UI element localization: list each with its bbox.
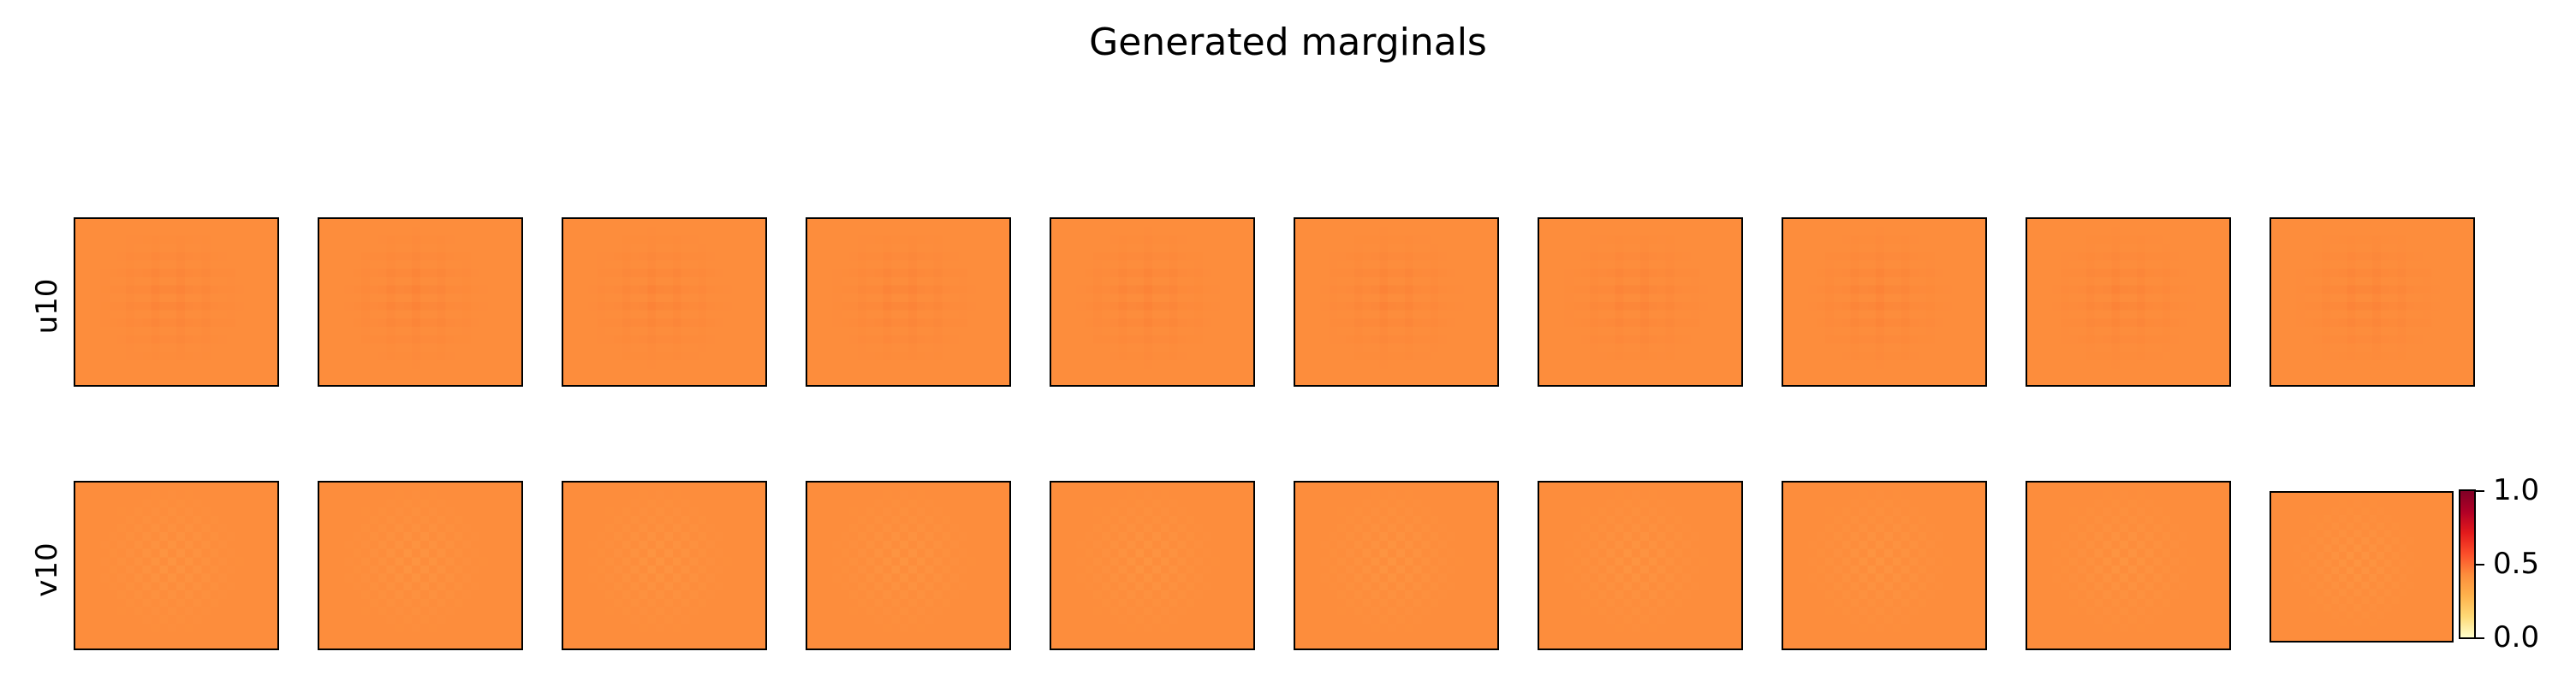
- heatmap-panel-v10-6: [1294, 481, 1499, 650]
- colorbar-tick-label-mid: 0.5: [2493, 547, 2540, 581]
- row-label-v10: v10: [30, 542, 64, 597]
- colorbar: [2459, 489, 2476, 639]
- heatmap-panel-u10-4: [806, 217, 1011, 387]
- heatmap-panel-u10-8: [1782, 217, 1987, 387]
- heatmap-panel-u10-6: [1294, 217, 1499, 387]
- heatmap-panel-u10-2: [318, 217, 523, 387]
- heatmap-panel-u10-5: [1050, 217, 1255, 387]
- heatmap-panel-v10-2: [318, 481, 523, 650]
- heatmap-panel-v10-1: [74, 481, 279, 650]
- heatmap-panel-v10-4: [806, 481, 1011, 650]
- heatmap-panel-v10-10: [2270, 491, 2454, 643]
- colorbar-tick-label-max: 1.0: [2493, 473, 2540, 507]
- heatmap-panel-v10-7: [1538, 481, 1743, 650]
- heatmap-panel-u10-1: [74, 217, 279, 387]
- heatmap-panel-v10-5: [1050, 481, 1255, 650]
- heatmap-panel-v10-8: [1782, 481, 1987, 650]
- heatmap-panel-u10-10: [2270, 217, 2475, 387]
- row-label-u10: u10: [30, 278, 64, 335]
- colorbar-tick-mid: [2476, 564, 2484, 566]
- heatmap-panel-v10-3: [562, 481, 767, 650]
- heatmap-panel-v10-9: [2026, 481, 2231, 650]
- heatmap-panel-u10-9: [2026, 217, 2231, 387]
- figure-title: Generated marginals: [1089, 21, 1487, 64]
- heatmap-panel-u10-3: [562, 217, 767, 387]
- colorbar-tick-label-min: 0.0: [2493, 620, 2540, 654]
- colorbar-tick-bottom: [2476, 637, 2484, 639]
- colorbar-tick-top: [2476, 490, 2484, 492]
- heatmap-panel-u10-7: [1538, 217, 1743, 387]
